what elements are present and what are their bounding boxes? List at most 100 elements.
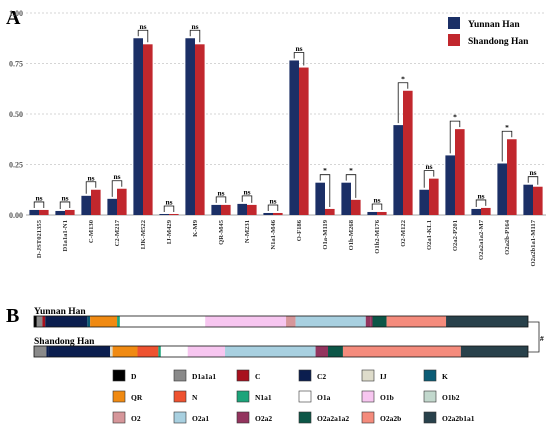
x-tick-label: O2a1-KL1 <box>426 220 433 250</box>
legend-swatch <box>298 411 312 424</box>
bar-shandong <box>429 178 439 215</box>
significance-bracket <box>137 29 149 43</box>
y-tick-label: 0.50 <box>9 110 23 119</box>
bar-shandong <box>351 199 361 215</box>
significance-bracket <box>397 82 409 124</box>
y-tick-label: 1.00 <box>9 9 23 18</box>
bar-yunnan <box>367 211 377 215</box>
bar-shandong <box>533 186 543 215</box>
legend-label: N <box>192 393 198 402</box>
significance-bracket <box>449 120 461 154</box>
bar-yunnan <box>133 38 143 215</box>
significance-label: ns <box>425 162 432 171</box>
legend-label: C <box>255 372 260 381</box>
segment-D1a1a1 <box>36 316 43 327</box>
legend-swatch <box>236 411 250 424</box>
significance-label: ns <box>295 44 302 53</box>
significance-label: ns <box>477 191 484 200</box>
bar-yunnan <box>211 204 221 215</box>
segment-C <box>42 316 46 327</box>
x-tick-label: O2-M122 <box>400 219 407 246</box>
legend-swatch <box>173 390 187 403</box>
track-label-yunnan: Yunnan Han <box>34 307 86 317</box>
bar-yunnan <box>341 182 351 215</box>
bar-shandong <box>169 213 179 215</box>
bar-shandong <box>247 204 257 215</box>
stacked-bar-yunnan <box>33 315 529 328</box>
significance-bracket <box>371 203 383 210</box>
bar-shandong <box>481 207 491 215</box>
segment-O2a2b <box>342 346 461 357</box>
legend-label: O1b <box>380 393 394 402</box>
bars <box>29 38 543 216</box>
legend-label: O2a2b <box>380 414 401 423</box>
bar-shandong <box>377 211 387 215</box>
x-tick-label: IJK-M522 <box>140 219 147 249</box>
bar-yunnan <box>55 210 65 215</box>
significance-bracket <box>241 195 253 203</box>
bar-yunnan <box>237 203 247 215</box>
legend-label: C2 <box>317 372 326 381</box>
y-tick-label: 0.25 <box>9 161 23 170</box>
segment-O2a2b <box>386 316 447 327</box>
segment-N1a1 <box>158 346 161 357</box>
segment-O2a2 <box>370 316 373 327</box>
significance-bracket <box>501 130 513 162</box>
significance-label: ns <box>269 196 276 205</box>
bar-shandong <box>507 139 517 215</box>
bar-yunnan <box>445 155 455 215</box>
significance-label: * <box>453 113 457 122</box>
bar-shandong <box>221 204 231 215</box>
significance-label: ns <box>529 168 536 177</box>
legend-swatch-yunnan <box>448 17 460 29</box>
legend-label: O2a2a1a2 <box>317 414 349 423</box>
legend-label: O1a <box>317 393 331 402</box>
significance-label: ns <box>139 22 146 31</box>
significance-label: * <box>323 166 327 175</box>
legend-swatch <box>236 369 250 382</box>
segment-N1a1 <box>117 316 120 327</box>
legend-swatch <box>112 411 126 424</box>
significance-bracket <box>189 29 201 43</box>
bar-yunnan <box>497 163 507 215</box>
bar-shandong <box>39 209 49 215</box>
track-outline <box>33 315 529 328</box>
x-tick-label: O2a2b-P164 <box>504 219 511 255</box>
bar-shandong <box>299 67 309 215</box>
segment-QR <box>90 316 118 327</box>
significance-label: * <box>349 166 353 175</box>
x-tick-label: O1a-M119 <box>322 219 329 249</box>
legend-swatch <box>423 411 437 424</box>
bar-yunnan <box>81 195 91 215</box>
haplogroup-legend: D D1a1a1 C C2 IJ K QR N N1a1 O1a O1b O1b2 O2 O2a1 O2a2… <box>112 369 475 424</box>
significance-bracket <box>85 181 97 194</box>
y-tick-label: 0.00 <box>9 211 23 220</box>
legend-label: D <box>131 372 137 381</box>
segment-O1a <box>173 346 188 357</box>
bar-yunnan <box>523 184 533 215</box>
bar-shandong <box>273 212 283 215</box>
significance-label: ns <box>61 193 68 202</box>
bracket-line <box>528 321 540 353</box>
significance-bracket <box>527 176 539 185</box>
segment-O2 <box>286 316 296 327</box>
legend-swatch <box>173 411 187 424</box>
significance-bracket <box>319 174 331 207</box>
x-tick-label: C-M130 <box>88 219 95 243</box>
bar-yunnan <box>185 38 195 215</box>
comparison-marker: # <box>540 334 544 343</box>
significance-label: ns <box>113 172 120 181</box>
legend-label: QR <box>131 393 143 402</box>
legend-swatch <box>173 369 187 382</box>
comparison-bracket: # <box>528 321 544 353</box>
significance-bracket <box>59 201 71 209</box>
segment-C2 <box>45 316 88 327</box>
legend-swatch <box>361 369 375 382</box>
segment-O2a2 <box>315 346 329 357</box>
segment-O2a2a1a2 <box>328 346 343 357</box>
x-tick-label: O1b2-M176 <box>374 219 381 253</box>
bar-shandong <box>65 209 75 215</box>
significance-bracket <box>111 180 123 197</box>
segment-D1a1a1 <box>34 346 47 357</box>
